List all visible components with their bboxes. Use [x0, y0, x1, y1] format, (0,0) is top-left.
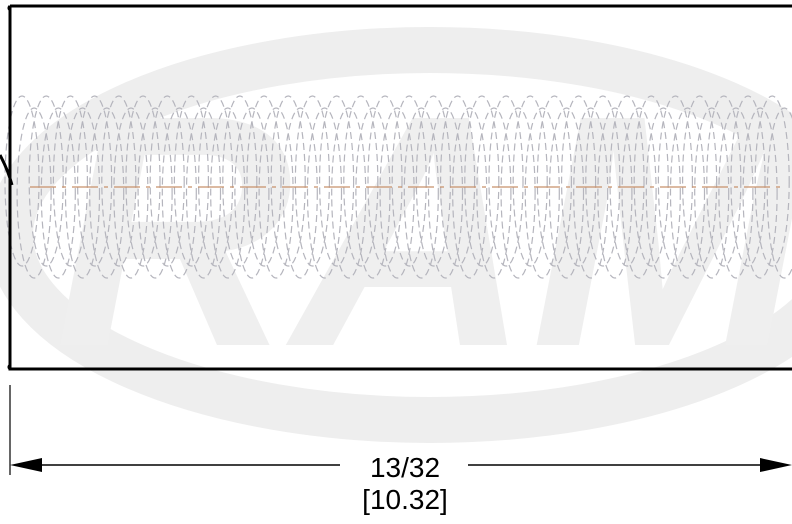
coil-back — [355, 107, 391, 279]
arrowhead-left — [10, 458, 42, 472]
coil-back — [718, 107, 754, 279]
coil-back — [210, 107, 246, 279]
coil-back — [476, 107, 512, 279]
dimension-metric-label: [10.32] — [348, 484, 462, 515]
coil-front — [754, 95, 790, 267]
coil-front — [560, 95, 597, 267]
coil-back — [234, 107, 270, 279]
coil-front — [657, 95, 694, 267]
coil-back — [16, 107, 52, 279]
coil-front — [319, 95, 355, 267]
arrowhead-right — [760, 458, 792, 472]
coil-back — [645, 107, 681, 279]
coil-front — [343, 95, 379, 267]
coil-back — [185, 107, 222, 279]
coil-front — [706, 95, 742, 267]
coil-front — [198, 95, 234, 267]
coil-front — [76, 95, 113, 267]
coil-back — [427, 107, 464, 279]
coil-front — [173, 95, 209, 267]
coil-front — [609, 95, 645, 267]
coil-front — [52, 95, 89, 267]
coil-front — [536, 95, 573, 267]
coil-back — [669, 107, 706, 279]
dimension-fraction: 13/32 — [9, 452, 792, 483]
coil-back — [113, 107, 149, 279]
coil-front — [512, 95, 548, 267]
coil-front — [28, 95, 64, 267]
coil-back — [89, 107, 125, 279]
coil-back — [161, 107, 197, 279]
coil-back — [282, 107, 318, 279]
coil-back — [403, 107, 439, 279]
coil-back — [500, 107, 536, 279]
coil-back — [694, 107, 730, 279]
coil-back — [258, 107, 294, 279]
coil-back — [452, 107, 488, 279]
coil-back — [766, 107, 792, 279]
coil-front — [4, 95, 40, 267]
coil-front — [125, 95, 161, 267]
coil-back — [621, 107, 657, 279]
coil-back — [524, 107, 560, 279]
coil-front — [440, 95, 476, 267]
coil-front — [101, 95, 137, 267]
coil-front — [633, 95, 669, 267]
watermark: RAM — [0, 27, 792, 443]
coil-back — [379, 107, 415, 279]
coil-back — [40, 107, 76, 279]
coil-front — [270, 95, 306, 267]
coil-front — [246, 95, 282, 267]
coil-front — [585, 95, 621, 267]
coil-front — [415, 95, 451, 267]
coil-front — [149, 95, 185, 267]
coil-back — [306, 107, 343, 279]
coil-back — [137, 107, 173, 279]
outline-corners — [7, 4, 12, 371]
coil-back — [548, 107, 585, 279]
coil-front — [294, 95, 330, 267]
coil-front — [367, 95, 403, 267]
coil-back — [331, 107, 367, 279]
coil-back — [573, 107, 609, 279]
dimension-fraction-label: 13/32 — [355, 452, 455, 483]
coil-front — [464, 95, 500, 267]
coil-back — [742, 107, 778, 279]
dimension-metric: [10.32] — [9, 484, 792, 515]
coil-back — [64, 107, 101, 279]
coil-front — [488, 95, 524, 267]
coil-front — [681, 95, 718, 267]
hook-end — [0, 154, 14, 186]
coil-front — [391, 95, 427, 267]
coil-front — [730, 95, 766, 267]
coil-front — [222, 95, 258, 267]
coil-back — [597, 107, 633, 279]
spring-coils — [4, 95, 792, 279]
